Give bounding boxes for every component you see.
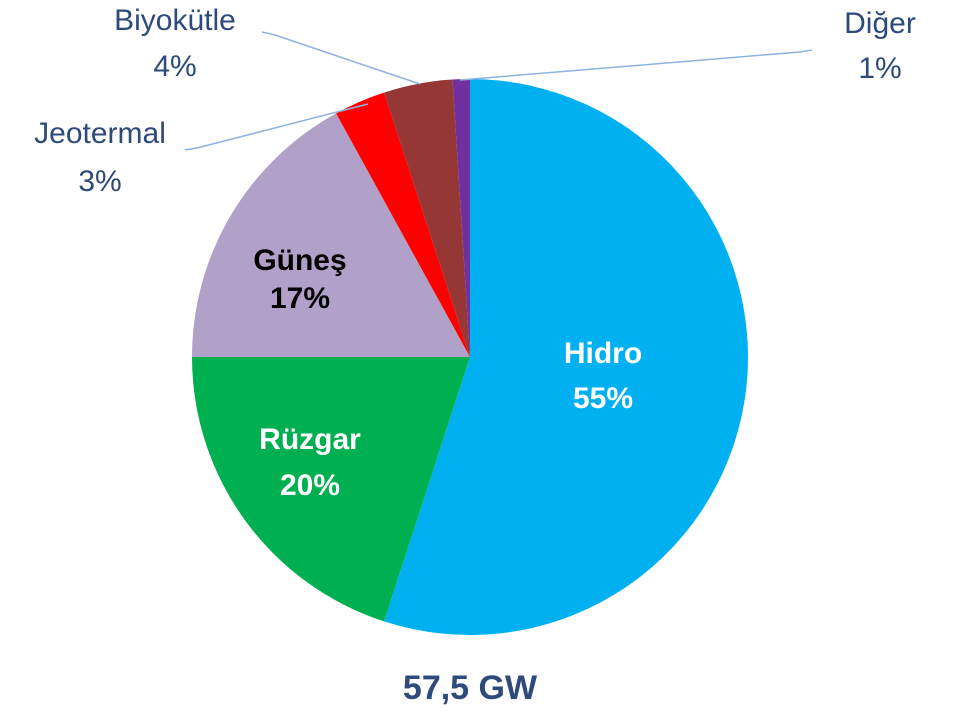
pie-slice (192, 357, 470, 622)
value-label: 3% (78, 165, 121, 198)
pie-slice (336, 92, 470, 357)
leader-line (261, 31, 421, 85)
value-label: 1% (858, 52, 901, 85)
value-label: 20% (280, 469, 340, 502)
category-label: Güneş (253, 244, 346, 277)
pie-slice (452, 79, 470, 357)
value-label: 17% (270, 282, 330, 315)
category-label: Biyokütle (114, 4, 236, 37)
value-label: 55% (573, 382, 633, 415)
category-label: Diğer (844, 7, 916, 40)
category-label: Rüzgar (259, 423, 361, 456)
category-label: Jeotermal (34, 117, 166, 150)
pie-slice (384, 79, 748, 635)
leader-line (184, 103, 369, 151)
value-label: 4% (153, 50, 196, 83)
pie-slice (384, 79, 470, 357)
total-annotation: 57,5 GW (403, 669, 538, 707)
leader-line (459, 49, 813, 81)
pie-slice (192, 113, 470, 357)
category-label: Hidro (564, 337, 642, 370)
